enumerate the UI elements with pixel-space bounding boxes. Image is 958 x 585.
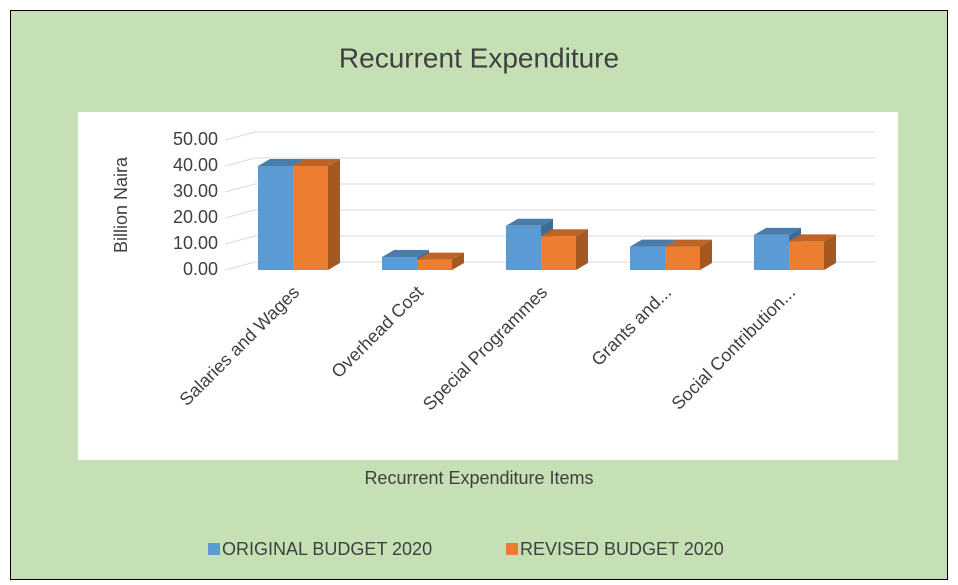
bar-side xyxy=(328,159,340,270)
bar-top xyxy=(382,250,429,257)
y-axis-title: Billion Naira xyxy=(111,156,131,253)
bar xyxy=(665,246,700,270)
bar-top xyxy=(789,234,836,242)
y-tick-label: 20.00 xyxy=(173,207,218,227)
chart-title: Recurrent Expenditure xyxy=(339,42,619,73)
bar-side xyxy=(452,252,464,270)
legend-swatch xyxy=(506,543,518,555)
bar xyxy=(258,166,293,270)
bar-top xyxy=(541,229,588,237)
legend-swatch xyxy=(208,543,220,555)
bar xyxy=(754,234,789,270)
bar-top xyxy=(506,218,553,226)
y-tick-label: 30.00 xyxy=(173,181,218,201)
y-tick-label: 0.00 xyxy=(183,259,218,279)
bar-top xyxy=(258,159,305,166)
bar-top xyxy=(754,227,801,235)
grid-line xyxy=(224,131,875,141)
bar-top xyxy=(417,252,464,260)
y-tick-label: 50.00 xyxy=(173,129,218,149)
bar-top xyxy=(293,159,340,166)
bar xyxy=(789,241,824,270)
bar xyxy=(293,166,328,270)
bar-side xyxy=(824,234,836,270)
grid-line xyxy=(224,157,875,167)
x-axis-title: Recurrent Expenditure Items xyxy=(364,468,593,488)
bar-side xyxy=(700,239,712,270)
legend-label: ORIGINAL BUDGET 2020 xyxy=(222,539,432,559)
bar-side xyxy=(576,229,588,270)
bar xyxy=(506,225,541,270)
plot-area xyxy=(78,112,898,460)
y-tick-label: 40.00 xyxy=(173,155,218,175)
legend-label: REVISED BUDGET 2020 xyxy=(520,539,724,559)
bar-top xyxy=(665,239,712,247)
y-tick-label: 10.00 xyxy=(173,233,218,253)
bar xyxy=(417,259,452,270)
bar xyxy=(382,257,417,270)
bar xyxy=(630,246,665,270)
grid-line xyxy=(224,209,875,219)
bar xyxy=(541,236,576,270)
grid-line xyxy=(224,183,875,193)
bar-top xyxy=(630,239,677,247)
grid-line xyxy=(224,235,875,245)
